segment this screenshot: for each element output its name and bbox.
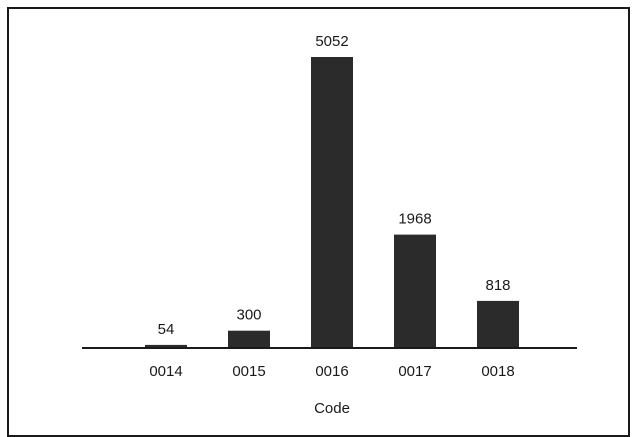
x-tick-label-0016: 0016 <box>315 363 348 380</box>
data-label-0018: 818 <box>485 277 510 294</box>
bar-0015 <box>228 330 270 348</box>
data-label-0014: 54 <box>158 321 175 338</box>
bar-0016 <box>311 57 353 348</box>
x-tick-labels-group: 0014 0015 0016 0017 0018 <box>149 363 514 380</box>
data-label-0015: 300 <box>236 307 261 324</box>
bars-group <box>145 57 519 348</box>
data-labels-group: 54 300 5052 1968 818 <box>158 33 511 338</box>
bar-0014 <box>145 344 187 348</box>
x-tick-label-0014: 0014 <box>149 363 182 380</box>
bar-0017 <box>394 234 436 348</box>
bar-0018 <box>477 300 519 348</box>
data-label-0017: 1968 <box>398 211 431 228</box>
data-label-0016: 5052 <box>315 33 348 50</box>
x-tick-label-0015: 0015 <box>232 363 265 380</box>
x-tick-label-0017: 0017 <box>398 363 431 380</box>
bar-chart: 54 300 5052 1968 818 0014 0015 0016 0017 0018 Co… <box>82 33 577 417</box>
x-tick-label-0018: 0018 <box>481 363 514 380</box>
x-axis-title: Code <box>314 400 350 417</box>
